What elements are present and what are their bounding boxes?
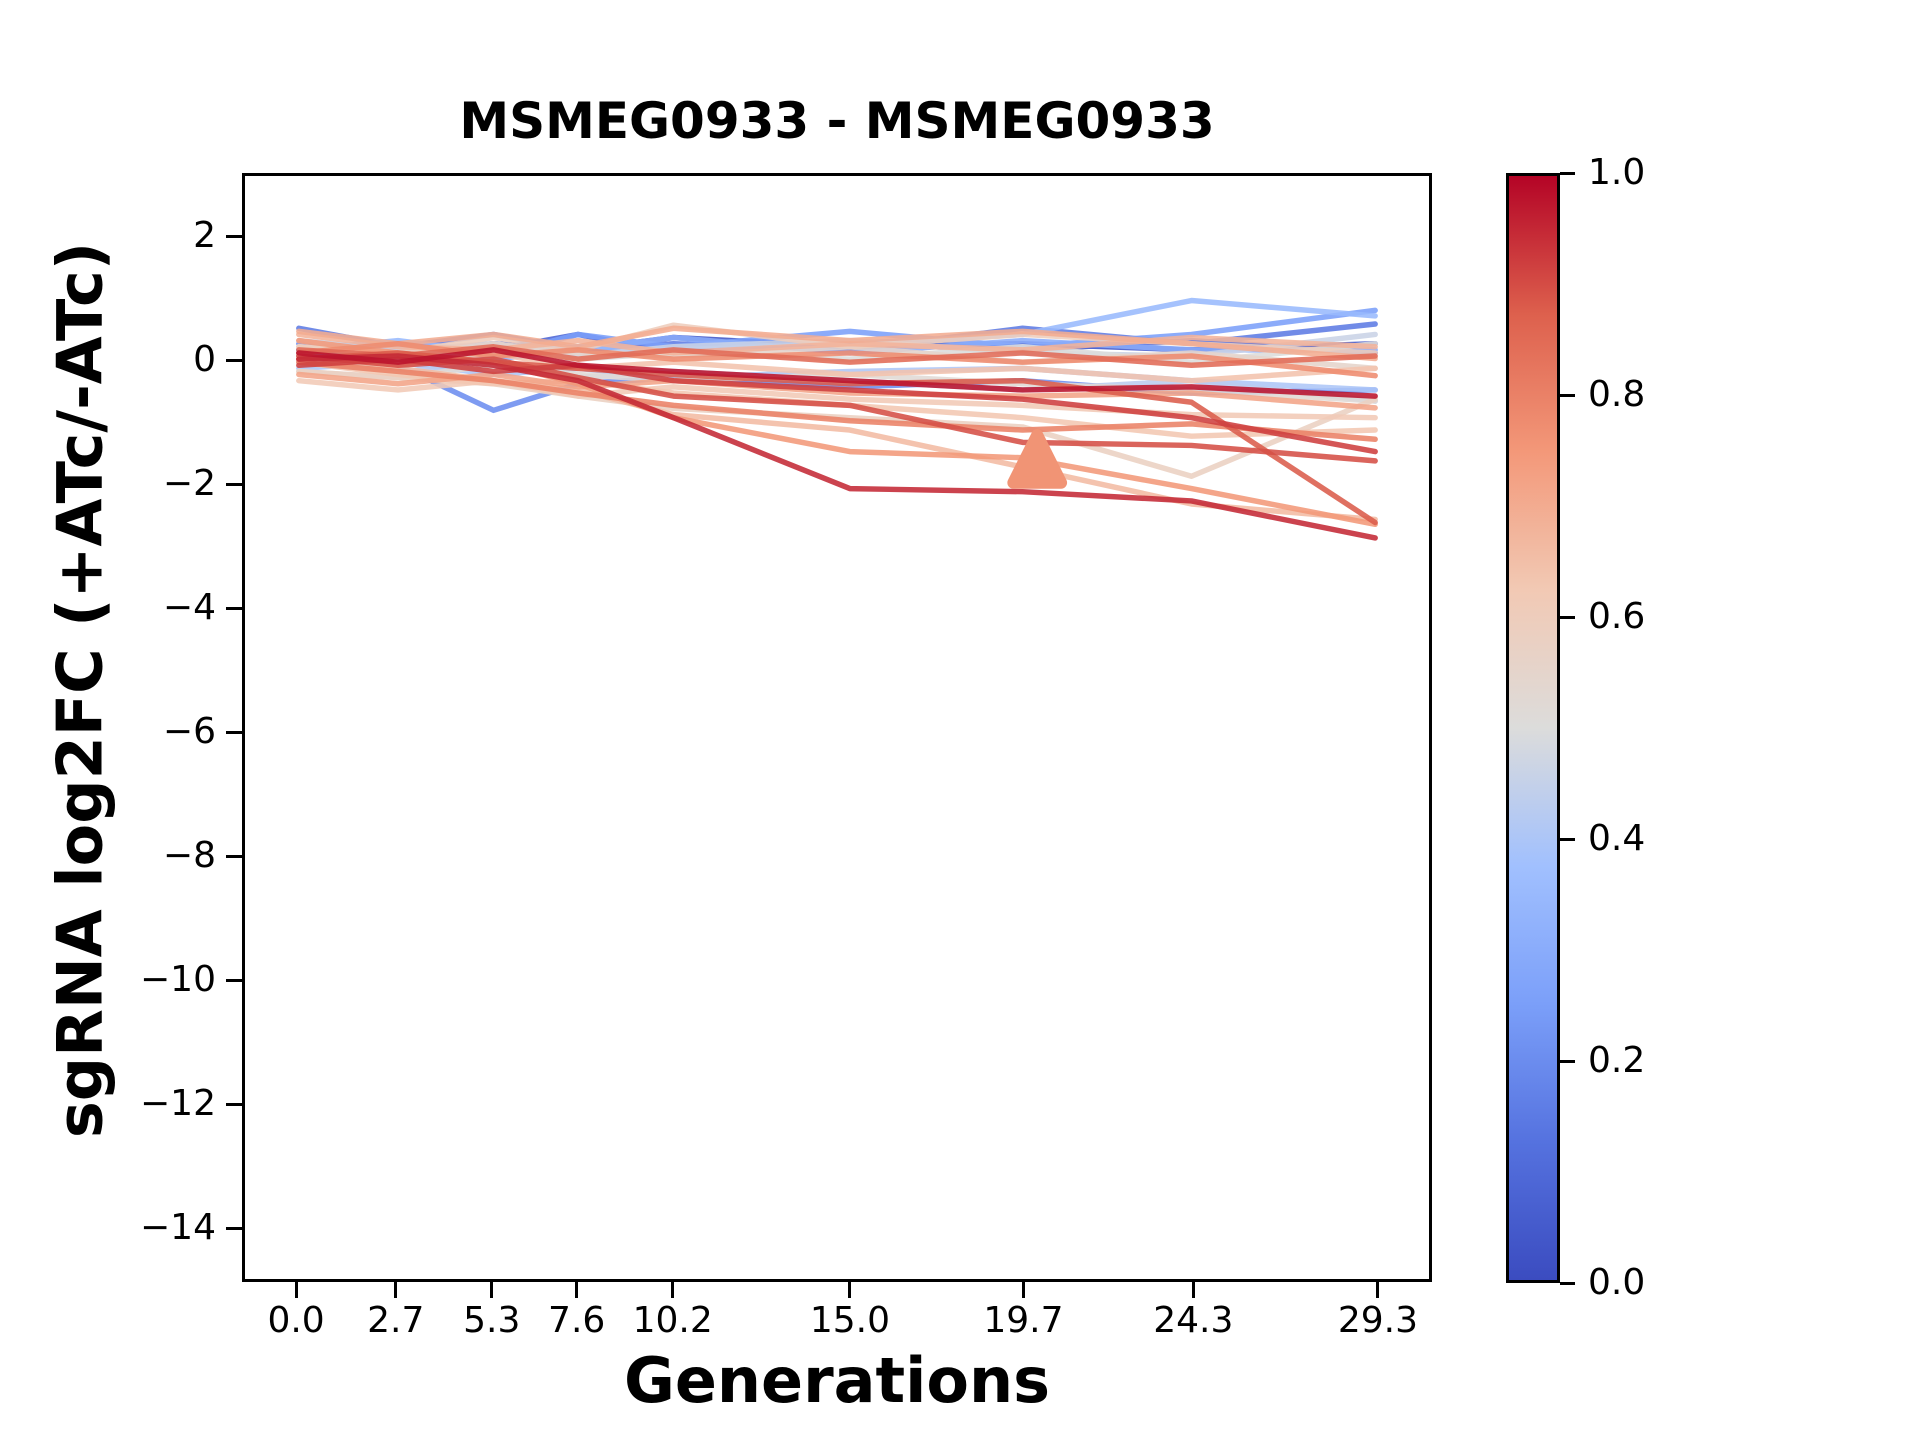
colorbar-tick-mark: [1560, 837, 1575, 841]
y-tick-label: 2: [193, 215, 216, 257]
x-tick-label: 29.3: [1337, 1300, 1418, 1341]
colorbar-tick-label: 1.0: [1588, 152, 1646, 193]
sgrna-line: [296, 325, 1378, 362]
plot-area: [242, 173, 1432, 1282]
x-tick-label: 5.3: [463, 1300, 521, 1341]
x-tick-mark: [490, 1282, 494, 1298]
x-tick-label: 7.6: [548, 1300, 606, 1341]
x-tick-label: 15.0: [809, 1300, 890, 1341]
colorbar: [1506, 173, 1560, 1283]
y-tick-label: −10: [140, 959, 216, 1001]
colorbar-tick-mark: [1560, 1059, 1575, 1063]
y-tick-mark: [226, 978, 242, 982]
chart-title: MSMEG0933 - MSMEG0933: [459, 92, 1215, 150]
y-tick-mark: [226, 606, 242, 610]
y-tick-label: −8: [162, 835, 216, 877]
x-tick-label: 19.7: [983, 1300, 1064, 1341]
sgrna-line: [296, 340, 1378, 379]
y-tick-label: −12: [140, 1083, 216, 1125]
y-tick-label: −14: [140, 1207, 216, 1249]
y-tick-mark: [226, 234, 242, 238]
colorbar-tick-label: 0.8: [1588, 374, 1646, 415]
colorbar-tick-mark: [1560, 393, 1575, 397]
y-tick-label: 0: [193, 339, 216, 381]
y-tick-mark: [226, 730, 242, 734]
colorbar-tick-label: 0.2: [1588, 1040, 1646, 1081]
x-tick-mark: [294, 1282, 298, 1298]
triangle-up-marker: [1007, 429, 1068, 489]
y-tick-mark: [226, 1226, 242, 1230]
x-tick-label: 10.2: [632, 1300, 713, 1341]
y-tick-mark: [226, 358, 242, 362]
x-tick-mark: [1191, 1282, 1195, 1298]
x-tick-label: 2.7: [367, 1300, 425, 1341]
colorbar-tick-mark: [1560, 171, 1575, 175]
sgrna-line: [296, 359, 1378, 439]
y-tick-mark: [226, 1102, 242, 1106]
sgrna-line: [296, 359, 1378, 443]
x-tick-mark: [848, 1282, 852, 1298]
y-tick-label: −4: [162, 587, 216, 629]
y-tick-label: −2: [162, 463, 216, 505]
colorbar-tick-label: 0.4: [1588, 818, 1646, 859]
x-tick-mark: [1021, 1282, 1025, 1298]
x-tick-mark: [394, 1282, 398, 1298]
y-tick-mark: [226, 482, 242, 486]
x-tick-label: 24.3: [1153, 1300, 1234, 1341]
y-tick-label: −6: [162, 711, 216, 753]
sgrna-line: [296, 344, 1378, 369]
x-tick-mark: [575, 1282, 579, 1298]
x-axis-label: Generations: [623, 1344, 1051, 1417]
x-tick-mark: [1376, 1282, 1380, 1298]
y-tick-mark: [226, 854, 242, 858]
line-chart: [296, 297, 1378, 541]
x-tick-mark: [671, 1282, 675, 1298]
sgrna-line: [296, 347, 1378, 399]
colorbar-tick-mark: [1560, 1281, 1575, 1285]
x-tick-label: 0.0: [267, 1300, 325, 1341]
colorbar-tick-mark: [1560, 615, 1575, 619]
colorbar-tick-label: 0.6: [1588, 596, 1646, 637]
colorbar-tick-label: 0.0: [1588, 1262, 1646, 1303]
sgrna-line: [296, 356, 1378, 455]
